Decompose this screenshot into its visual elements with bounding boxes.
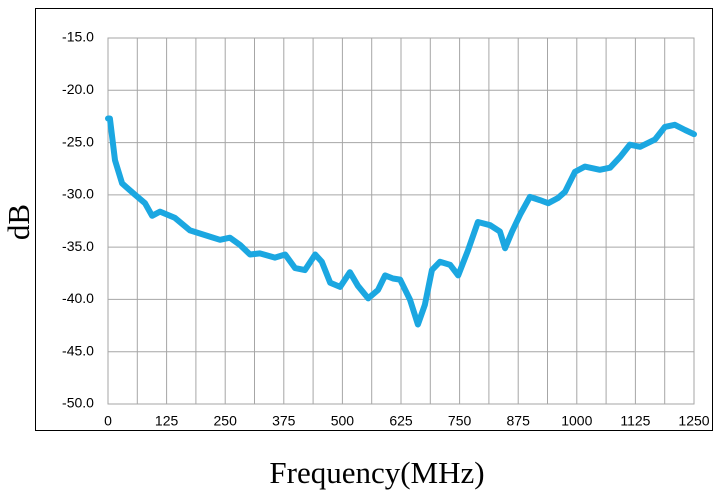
x-tick-label: 1000 <box>561 413 592 429</box>
y-tick-label: -40.0 <box>62 290 94 306</box>
y-tick-label: -35.0 <box>62 238 94 254</box>
grid <box>107 37 695 405</box>
x-tick-label: 125 <box>155 413 179 429</box>
plot-border <box>107 37 695 405</box>
x-tick-label: 0 <box>104 413 112 429</box>
y-tick-label: -30.0 <box>62 186 94 202</box>
x-tick-label: 375 <box>272 413 296 429</box>
x-tick-label: 750 <box>448 413 472 429</box>
y-tick-label: -25.0 <box>62 133 94 149</box>
chart-frame <box>35 8 713 431</box>
x-tick-label: 1250 <box>678 413 709 429</box>
x-tick-label: 875 <box>507 413 531 429</box>
x-tick-label: 625 <box>389 413 413 429</box>
plot-area <box>105 115 697 328</box>
data-line <box>105 115 697 328</box>
y-tick-label: -15.0 <box>62 29 94 45</box>
x-tick-label: 1125 <box>620 413 650 429</box>
y-tick-label: -45.0 <box>62 342 94 358</box>
x-tick-label: 500 <box>331 413 355 429</box>
y-tick-label: -20.0 <box>62 81 94 97</box>
x-tick-label: 250 <box>214 413 238 429</box>
y-axis-title: dB <box>1 204 36 240</box>
y-tick-label: -50.0 <box>62 395 94 411</box>
x-axis-title: Frequency(MHz) <box>269 455 484 490</box>
